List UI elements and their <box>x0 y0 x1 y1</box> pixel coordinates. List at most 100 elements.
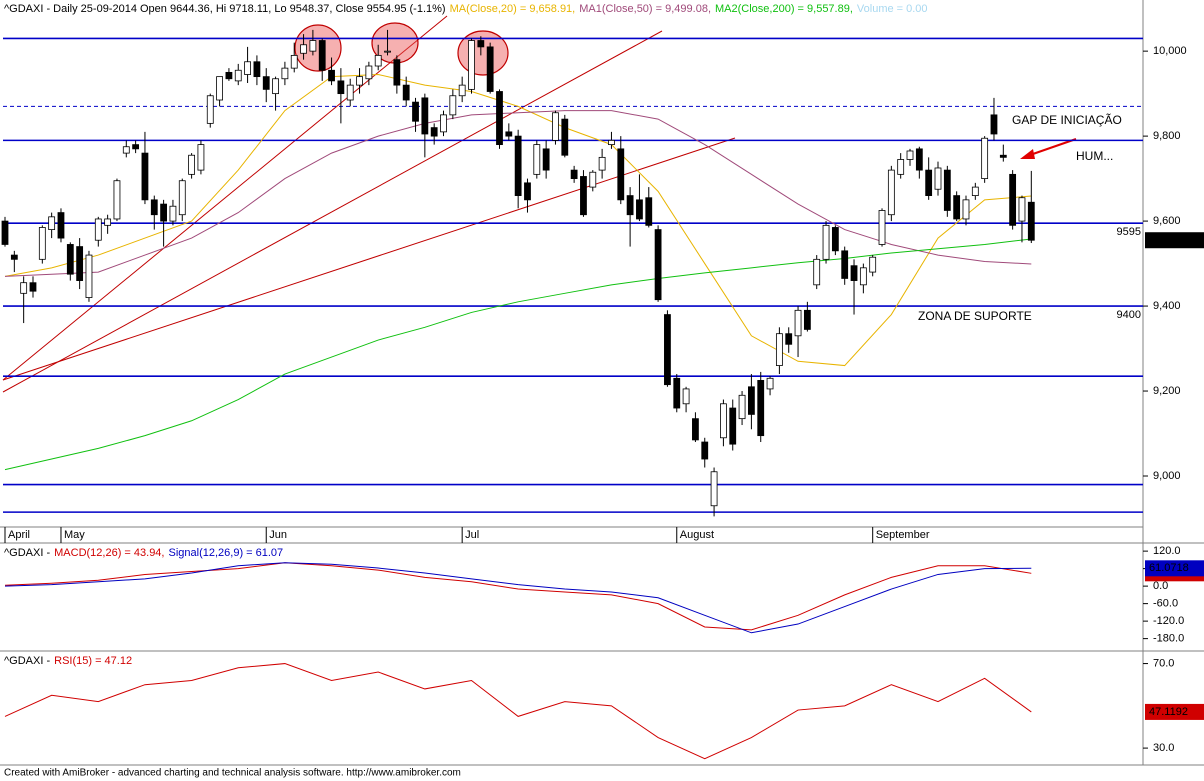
candle-body <box>505 131 513 137</box>
candle-body <box>822 224 830 260</box>
y-tick-label: -120.0 <box>1153 615 1184 627</box>
x-tick-label: April <box>8 529 30 541</box>
legend-entry: MACD(12,26) = 43.94, <box>54 547 164 559</box>
candle-body <box>813 258 821 286</box>
candle-body <box>402 84 410 101</box>
red-arrow <box>1020 138 1077 159</box>
candle-body <box>757 380 765 437</box>
y-tick-label: -180.0 <box>1153 633 1184 645</box>
legend-entry: MA2(Close,200) = 9,557.89, <box>715 3 853 15</box>
candle-body <box>533 144 541 175</box>
candle-body <box>514 135 522 196</box>
candle-body <box>953 195 961 220</box>
legend-entry: Volume = 0.00 <box>857 3 928 15</box>
legend-entry: MA(Close,20) = 9,658.91, <box>450 3 576 15</box>
candle-body <box>272 78 279 95</box>
candle-body <box>682 388 690 405</box>
candle-body <box>1027 201 1035 241</box>
candle-body <box>160 203 168 222</box>
candle-body <box>38 227 46 260</box>
candle-body <box>486 46 494 92</box>
candle-body <box>477 40 485 48</box>
candle-body <box>440 114 447 133</box>
candle-body <box>104 218 112 226</box>
legend-entry: MA1(Close,50) = 9,499.08, <box>579 3 711 15</box>
candle-body <box>803 309 811 330</box>
candle-body <box>346 84 354 101</box>
candle-body <box>393 59 401 86</box>
candle-body <box>206 95 214 124</box>
candle-body <box>887 169 895 216</box>
y-tick-label: 30.0 <box>1153 742 1174 754</box>
candle-body <box>141 152 149 201</box>
x-tick-label: Jul <box>465 529 479 541</box>
series-line <box>4 74 1032 367</box>
series-line <box>4 562 1032 634</box>
candle-body <box>720 403 727 439</box>
candle-body <box>290 54 298 69</box>
candle-body <box>775 333 783 366</box>
candle-body <box>859 267 867 286</box>
candle-body <box>598 156 606 171</box>
last-value-box <box>1145 703 1204 720</box>
candle-body <box>748 386 755 415</box>
candle-body <box>281 67 289 80</box>
legend-entry: RSI(15) = 47.12 <box>54 655 132 667</box>
candle-body <box>57 212 65 239</box>
last-value-label: 9,554.95 <box>1149 234 1192 246</box>
candle-body <box>216 76 223 101</box>
candle-body <box>76 246 84 281</box>
candle-body <box>496 91 503 146</box>
last-value-label: 61.0718 <box>1149 562 1189 574</box>
y-tick-label: 9,200 <box>1153 385 1181 397</box>
series-line <box>4 110 1032 277</box>
x-tick-label: September <box>876 529 930 541</box>
candle-body <box>188 154 196 175</box>
x-tick-label: August <box>680 529 714 541</box>
candle-body <box>692 418 699 441</box>
candle-body <box>943 169 951 211</box>
candle-body <box>449 95 457 116</box>
y-tick-label: 9,600 <box>1153 215 1181 227</box>
candle-body <box>365 65 373 80</box>
candle-body <box>608 139 615 146</box>
candle-body <box>244 61 251 75</box>
candle-body <box>468 40 475 90</box>
candle-body <box>971 186 979 196</box>
candle-body <box>1009 173 1017 226</box>
y-tick-label: 0.0 <box>1153 580 1168 592</box>
annotation: ZONA DE SUPORTE <box>918 309 1032 323</box>
candle-body <box>384 50 391 53</box>
candle-body <box>169 205 177 222</box>
candle-body <box>570 169 578 180</box>
candle-body <box>673 377 681 409</box>
candle-body <box>561 118 569 156</box>
footer: Created with AmiBroker - advanced charti… <box>4 768 461 779</box>
candle-body <box>990 114 998 135</box>
candle-body <box>374 54 382 67</box>
candle-body <box>253 61 261 78</box>
y-tick-label: 120.0 <box>1153 545 1181 557</box>
candle-body <box>636 199 643 220</box>
x-tick-label: May <box>64 529 85 541</box>
candle-body <box>897 159 905 175</box>
annotation: GAP DE INICIAÇÃO <box>1012 113 1122 127</box>
candle-body <box>1 220 9 245</box>
candle-body <box>831 227 839 252</box>
level-label: 9595 <box>1117 226 1141 238</box>
candle-body <box>421 97 429 135</box>
candle-body <box>300 44 307 54</box>
candle-body <box>794 309 802 337</box>
candle-body <box>430 127 438 137</box>
candle-body <box>328 69 335 82</box>
candle-body <box>412 101 419 122</box>
candle-body <box>132 144 140 150</box>
candle-body <box>122 146 130 154</box>
candle-body <box>318 40 326 71</box>
y-tick-label: 9,800 <box>1153 130 1181 142</box>
candle-body <box>850 265 858 281</box>
candle-body <box>234 69 242 82</box>
legend-title: ^GDAXI - <box>4 547 50 559</box>
candle-body <box>962 199 970 220</box>
